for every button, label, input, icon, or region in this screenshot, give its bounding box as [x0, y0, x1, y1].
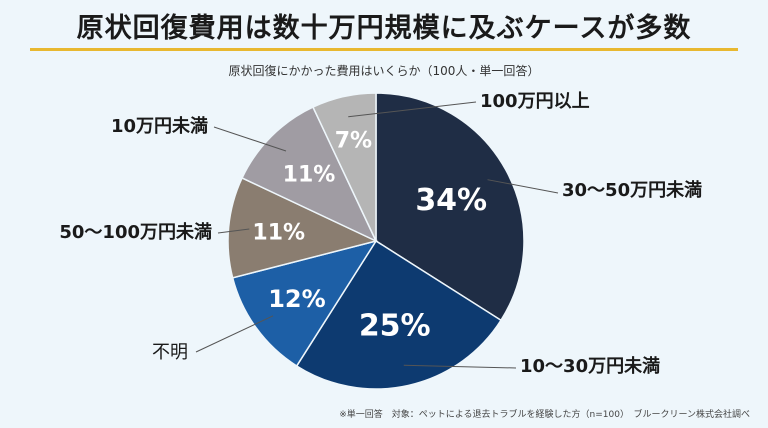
- pie-category-label: 100万円以上: [480, 91, 590, 112]
- leader-line: [487, 179, 559, 194]
- leader-line: [348, 101, 477, 118]
- pie-value-label: 7%: [335, 129, 372, 154]
- leader-line: [403, 364, 517, 369]
- pie-slice: [375, 92, 525, 322]
- pie-slice: [295, 239, 502, 390]
- leader-line: [217, 228, 250, 234]
- leader-line: [213, 126, 287, 152]
- pie-category-label: 50〜100万円未満: [59, 221, 212, 243]
- pie-category-label: 不明: [152, 342, 188, 363]
- pie-slice: [241, 106, 378, 243]
- pie-category-label: 30〜50万円未満: [562, 179, 702, 201]
- chart-subtitle: 原状回復にかかった費用はいくらか（100人・単一回答）: [228, 64, 540, 78]
- footnote: ※単一回答 対象：ペットによる退去トラブルを経験した方（n=100） ブルークリ…: [339, 410, 750, 420]
- pie-value-label: 12%: [268, 285, 325, 313]
- pie-value-label: 11%: [283, 163, 336, 188]
- pie-category-label: 10〜30万円未満: [520, 355, 660, 377]
- pie-value-label: 25%: [359, 308, 431, 343]
- leader-line: [195, 315, 274, 353]
- pie-slice: [311, 92, 377, 242]
- pie-value-label: 34%: [415, 183, 487, 218]
- title-underline: [30, 48, 738, 51]
- pie-value-label: 11%: [252, 221, 305, 246]
- page-title: 原状回復費用は数十万円規模に及ぶケースが多数: [76, 13, 692, 44]
- pie-slice: [227, 176, 379, 279]
- pie-category-label: 10万円未満: [111, 115, 208, 137]
- pie-slice: [231, 239, 378, 367]
